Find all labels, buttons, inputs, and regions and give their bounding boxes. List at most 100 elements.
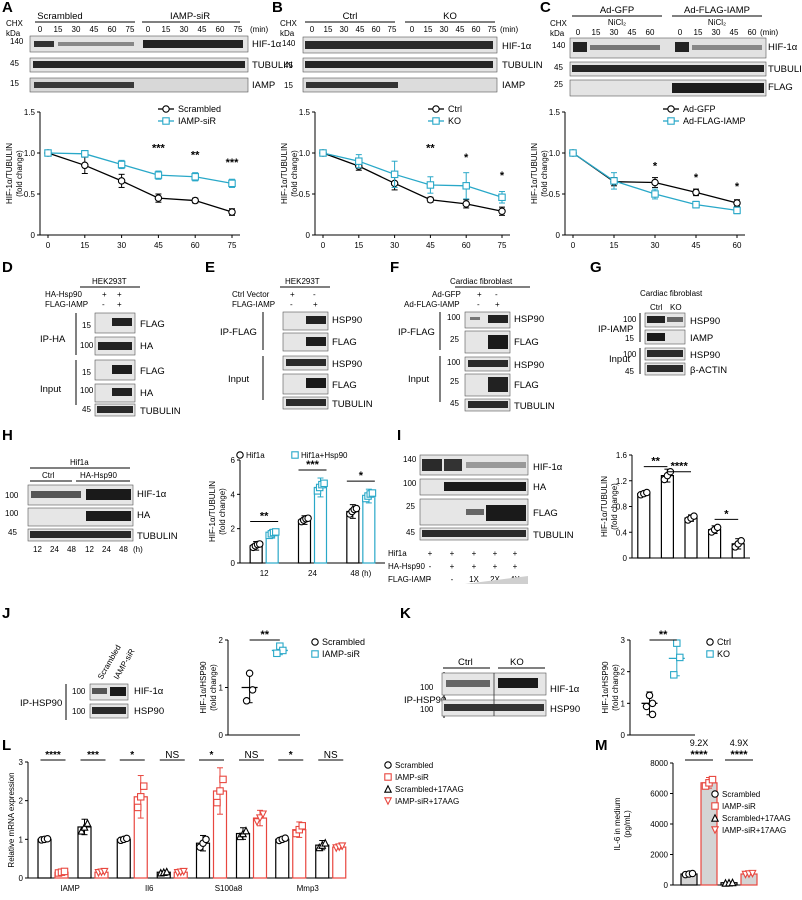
cell-label: Cardiac fibroblast [450, 277, 513, 286]
data-point [179, 867, 188, 877]
band [422, 530, 526, 537]
x-tick-label: 24 [308, 569, 317, 578]
bar [332, 846, 347, 879]
band [92, 707, 126, 714]
data-point [321, 838, 330, 847]
band-label: FLAG [768, 82, 793, 93]
data-point [81, 150, 89, 158]
data-point [154, 171, 163, 179]
group-right: Ad-FLAG-IAMP [684, 5, 750, 16]
time-label: 30 [72, 25, 81, 34]
sign: 2X [490, 575, 500, 584]
bar [275, 838, 290, 879]
blot-j: Scrambled IAMP-siR IP-HSP90 100 100 HIF-… [20, 643, 164, 720]
time-unit: (min) [250, 25, 269, 34]
band [31, 491, 81, 498]
sign: + [493, 562, 498, 571]
panel-letter-l: L [2, 737, 11, 754]
blot-h: Hif1a Ctrl HA-Hsp90 100 100 45 HIF-1α HA… [5, 458, 178, 554]
time-label: 12 [85, 545, 94, 554]
y-tick-label: 0 [231, 559, 236, 568]
time-label: 0 [410, 25, 415, 34]
time-label: 24 [50, 545, 59, 554]
blot-f: Cardiac fibroblast Ad-GFP Ad-FLAG-IAMP +… [398, 277, 555, 412]
ip-label: IP-FLAG [398, 327, 435, 338]
data-point [241, 826, 251, 835]
time-label: 30 [340, 25, 349, 34]
time-label: 15 [324, 25, 333, 34]
band-label: FLAG [332, 337, 357, 348]
chx-label: CHX [6, 19, 24, 28]
data-point [352, 504, 361, 513]
row-label: Ctrl Vector [232, 290, 270, 299]
data-point [368, 489, 377, 497]
sign: - [477, 300, 480, 309]
band-label: β-ACTIN [690, 365, 727, 376]
y-tick-label: 1 [219, 684, 224, 693]
x-tick-label: Il6 [145, 884, 154, 893]
significance-label: **** [690, 749, 708, 761]
data-point [228, 208, 236, 216]
data-point [569, 149, 577, 157]
significance-label: *** [306, 459, 320, 471]
sign: + [472, 549, 477, 558]
x-tick-label: 12 [260, 569, 269, 578]
band-label: FLAG [332, 380, 357, 391]
time-label: 75 [388, 25, 397, 34]
band [672, 83, 764, 93]
data-point [432, 117, 440, 125]
x-tick-label: 30 [390, 241, 399, 250]
significance-label: * [210, 750, 214, 761]
time-label: 0 [678, 28, 683, 37]
significance-label: *** [152, 142, 166, 154]
chart-b: 0 0.5 1.0 1.5 0 15 30 45 60 75 HIF-1α/TUBULIN (fold… [280, 104, 510, 250]
band-label: HSP90 [332, 359, 362, 370]
time-unit: (min) [500, 25, 519, 34]
significance-label: ** [191, 150, 200, 162]
data-point [60, 867, 69, 876]
time-label: 30 [180, 25, 189, 34]
y-tick-label: 1.5 [549, 108, 561, 117]
data-point [610, 177, 618, 185]
mw-label: 100 [623, 350, 637, 359]
legend-label: IAMP-siR [722, 802, 756, 811]
band [590, 45, 660, 50]
band-label: TUBULIN [140, 406, 181, 417]
data-point [162, 105, 170, 113]
chart-c: 0 0.5 1.0 1.5 0 15 30 45 60 HIF-1α/TUBULIN (fold c… [530, 104, 746, 250]
time-label: 60 [108, 25, 117, 34]
x-tick-label: 30 [117, 241, 126, 250]
band-label: HA [140, 388, 154, 399]
data-point [44, 149, 52, 157]
y-axis-label: (fold change) [218, 488, 227, 535]
data-point [648, 699, 657, 708]
x-tick-label: IAMP [60, 884, 80, 893]
band [692, 45, 762, 50]
time-label: 45 [90, 25, 99, 34]
sign: + [117, 300, 122, 309]
panel-letter-d: D [2, 259, 13, 276]
cell-label: Cardiac fibroblast [640, 289, 703, 298]
data-point [311, 650, 319, 658]
bar [116, 838, 131, 879]
data-point [706, 650, 714, 658]
data-point [140, 782, 148, 790]
x-tick-label: 30 [651, 241, 660, 250]
time-label: 45 [628, 28, 637, 37]
data-point [651, 178, 659, 187]
significance-label: * [464, 152, 469, 164]
band [306, 378, 326, 388]
time-label: 0 [576, 28, 581, 37]
data-point [692, 188, 700, 197]
y-axis-label: IL-6 in medium [613, 797, 622, 850]
band [422, 459, 442, 471]
time-label: 75 [126, 25, 135, 34]
kda-label: kDa [6, 29, 21, 38]
data-point [737, 536, 745, 545]
row-label: FLAG-IAMP [45, 300, 88, 309]
data-point [191, 173, 199, 181]
mw-label: 15 [625, 334, 634, 343]
sign: - [290, 300, 293, 309]
group-right: KO [510, 657, 524, 668]
band [468, 360, 508, 367]
